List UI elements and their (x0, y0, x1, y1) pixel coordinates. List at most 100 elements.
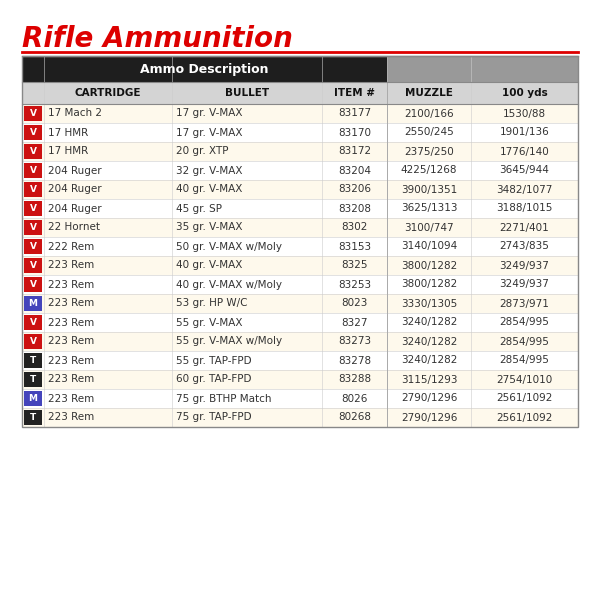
Bar (22, 82, 578, 104)
Text: 3240/1282: 3240/1282 (401, 337, 457, 346)
Bar (22, 199, 578, 218)
Text: 3188/1015: 3188/1015 (496, 203, 553, 214)
Text: 40 gr. V-MAX w/Moly: 40 gr. V-MAX w/Moly (176, 280, 282, 289)
Text: 223 Rem: 223 Rem (48, 317, 94, 328)
Text: 3625/1313: 3625/1313 (401, 203, 457, 214)
Text: 3140/1094: 3140/1094 (401, 241, 457, 251)
Text: 17 HMR: 17 HMR (48, 127, 88, 137)
Text: 2790/1296: 2790/1296 (401, 394, 457, 403)
Text: 60 gr. TAP-FPD: 60 gr. TAP-FPD (176, 374, 251, 385)
Text: 3800/1282: 3800/1282 (401, 280, 457, 289)
Text: 55 gr. V-MAX: 55 gr. V-MAX (176, 317, 242, 328)
Text: Ammo Description: Ammo Description (140, 62, 269, 76)
Bar (22, 370, 578, 389)
Text: 83177: 83177 (338, 109, 371, 118)
Text: 3240/1282: 3240/1282 (401, 317, 457, 328)
Bar (22, 237, 578, 256)
Text: V: V (29, 280, 37, 289)
Text: T: T (30, 413, 36, 422)
Text: 2790/1296: 2790/1296 (401, 413, 457, 422)
Text: 223 Rem: 223 Rem (48, 413, 94, 422)
Bar (22, 218, 578, 237)
Text: 3900/1351: 3900/1351 (401, 185, 457, 194)
Text: BULLET: BULLET (225, 88, 269, 98)
Bar (22, 142, 578, 161)
Text: 17 gr. V-MAX: 17 gr. V-MAX (176, 127, 242, 137)
Text: 35 gr. V-MAX: 35 gr. V-MAX (176, 223, 242, 232)
Text: 3330/1305: 3330/1305 (401, 298, 457, 308)
Bar (24, 296, 42, 311)
Bar (22, 180, 578, 199)
Text: 50 gr. V-MAX w/Moly: 50 gr. V-MAX w/Moly (176, 241, 282, 251)
Bar (22, 256, 578, 275)
Bar (24, 144, 42, 159)
Text: 3240/1282: 3240/1282 (401, 355, 457, 365)
Bar (24, 391, 42, 406)
Text: 32 gr. V-MAX: 32 gr. V-MAX (176, 166, 242, 175)
Text: 83206: 83206 (338, 185, 371, 194)
Text: 2561/1092: 2561/1092 (496, 413, 553, 422)
Bar (22, 294, 578, 313)
Text: 223 Rem: 223 Rem (48, 280, 94, 289)
Bar (22, 123, 578, 142)
Text: 223 Rem: 223 Rem (48, 374, 94, 385)
Bar (24, 106, 42, 121)
Text: 100 yds: 100 yds (502, 88, 547, 98)
Text: 4225/1268: 4225/1268 (401, 166, 457, 175)
Bar (24, 163, 42, 178)
Text: 223 Rem: 223 Rem (48, 337, 94, 346)
Bar (22, 408, 578, 427)
Text: 83204: 83204 (338, 166, 371, 175)
Text: 3115/1293: 3115/1293 (401, 374, 457, 385)
Bar (24, 353, 42, 368)
Text: 40 gr. V-MAX: 40 gr. V-MAX (176, 260, 242, 271)
Text: 83208: 83208 (338, 203, 371, 214)
Bar (22, 351, 578, 370)
Text: 2854/995: 2854/995 (500, 355, 550, 365)
Text: V: V (29, 242, 37, 251)
Bar (22, 56, 387, 82)
Text: 17 gr. V-MAX: 17 gr. V-MAX (176, 109, 242, 118)
Bar (24, 372, 42, 387)
Text: 222 Rem: 222 Rem (48, 241, 94, 251)
Text: 223 Rem: 223 Rem (48, 260, 94, 271)
Bar (24, 220, 42, 235)
Text: V: V (29, 147, 37, 156)
Text: 2854/995: 2854/995 (500, 337, 550, 346)
Text: V: V (29, 166, 37, 175)
Text: 8325: 8325 (341, 260, 368, 271)
Text: 83253: 83253 (338, 280, 371, 289)
Text: V: V (29, 109, 37, 118)
Text: 53 gr. HP W/C: 53 gr. HP W/C (176, 298, 248, 308)
Bar (24, 410, 42, 425)
Text: 17 HMR: 17 HMR (48, 146, 88, 157)
Bar (22, 313, 578, 332)
Text: 2271/401: 2271/401 (500, 223, 550, 232)
Text: CARTRIDGE: CARTRIDGE (75, 88, 141, 98)
Text: MUZZLE: MUZZLE (405, 88, 453, 98)
Bar (24, 334, 42, 349)
Text: 1901/136: 1901/136 (500, 127, 550, 137)
Text: 83288: 83288 (338, 374, 371, 385)
Text: 75 gr. BTHP Match: 75 gr. BTHP Match (176, 394, 271, 403)
Bar (22, 332, 578, 351)
Text: 20 gr. XTP: 20 gr. XTP (176, 146, 229, 157)
Text: 55 gr. V-MAX w/Moly: 55 gr. V-MAX w/Moly (176, 337, 282, 346)
Text: 17 Mach 2: 17 Mach 2 (48, 109, 102, 118)
Text: 2873/971: 2873/971 (500, 298, 550, 308)
Text: 223 Rem: 223 Rem (48, 394, 94, 403)
Text: 8026: 8026 (341, 394, 368, 403)
Text: 2375/250: 2375/250 (404, 146, 454, 157)
Text: 3645/944: 3645/944 (500, 166, 550, 175)
Text: M: M (29, 394, 37, 403)
Text: 3100/747: 3100/747 (404, 223, 454, 232)
Text: V: V (29, 128, 37, 137)
Text: V: V (29, 185, 37, 194)
Text: 8302: 8302 (341, 223, 368, 232)
Text: 40 gr. V-MAX: 40 gr. V-MAX (176, 185, 242, 194)
Bar (22, 161, 578, 180)
Text: 83278: 83278 (338, 355, 371, 365)
Text: T: T (30, 356, 36, 365)
Text: 83170: 83170 (338, 127, 371, 137)
Text: 2754/1010: 2754/1010 (496, 374, 553, 385)
